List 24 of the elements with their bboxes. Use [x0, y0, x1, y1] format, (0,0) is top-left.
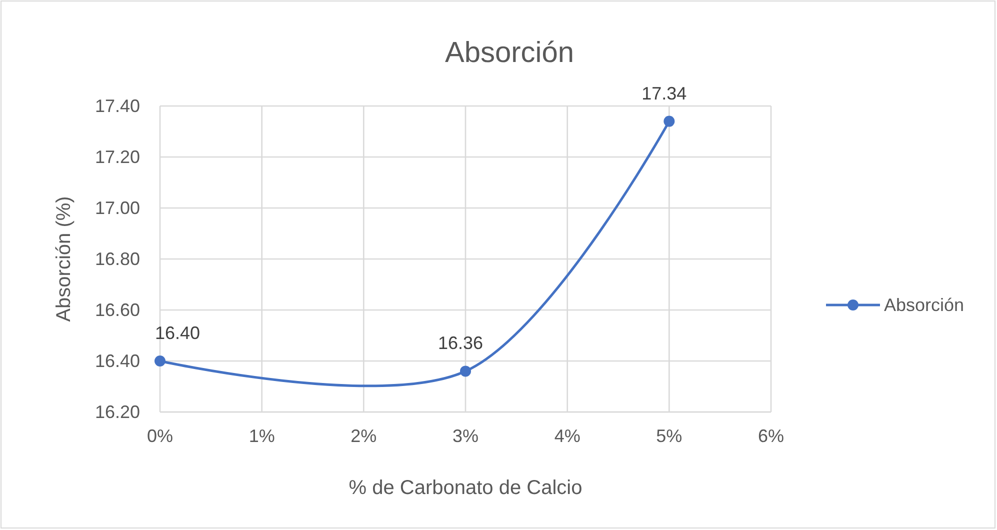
x-tick-label: 5%	[656, 426, 682, 446]
y-axis-title: Absorción (%)	[53, 196, 75, 322]
x-tick-label: 0%	[146, 426, 174, 446]
x-tick-label: 3%	[452, 426, 479, 446]
legend-label: Absorción	[884, 295, 964, 315]
y-tick-label: 16.40	[94, 351, 140, 371]
y-tick-label: 16.80	[94, 249, 140, 269]
y-tick-label: 17.00	[94, 198, 140, 218]
y-tick-label: 16.20	[94, 402, 140, 422]
data-label: 17.34	[642, 83, 687, 104]
x-tick-label: 4%	[554, 426, 580, 446]
chart-title: Absorción	[445, 37, 574, 69]
x-tick-label: 6%	[758, 426, 784, 446]
y-tick-label: 17.40	[94, 96, 140, 116]
point	[460, 366, 471, 377]
data-label: 16.36	[438, 333, 484, 354]
data-label: 16.40	[155, 323, 200, 343]
y-tick-label: 16.60	[94, 300, 140, 320]
point	[154, 356, 166, 366]
point	[664, 116, 675, 127]
y-tick-label: 17.20	[94, 147, 140, 167]
x-tick-label: 1%	[248, 426, 275, 446]
x-tick-label: 2%	[350, 426, 377, 446]
x-axis-title: % de Carbonato de Calcio	[348, 477, 582, 499]
